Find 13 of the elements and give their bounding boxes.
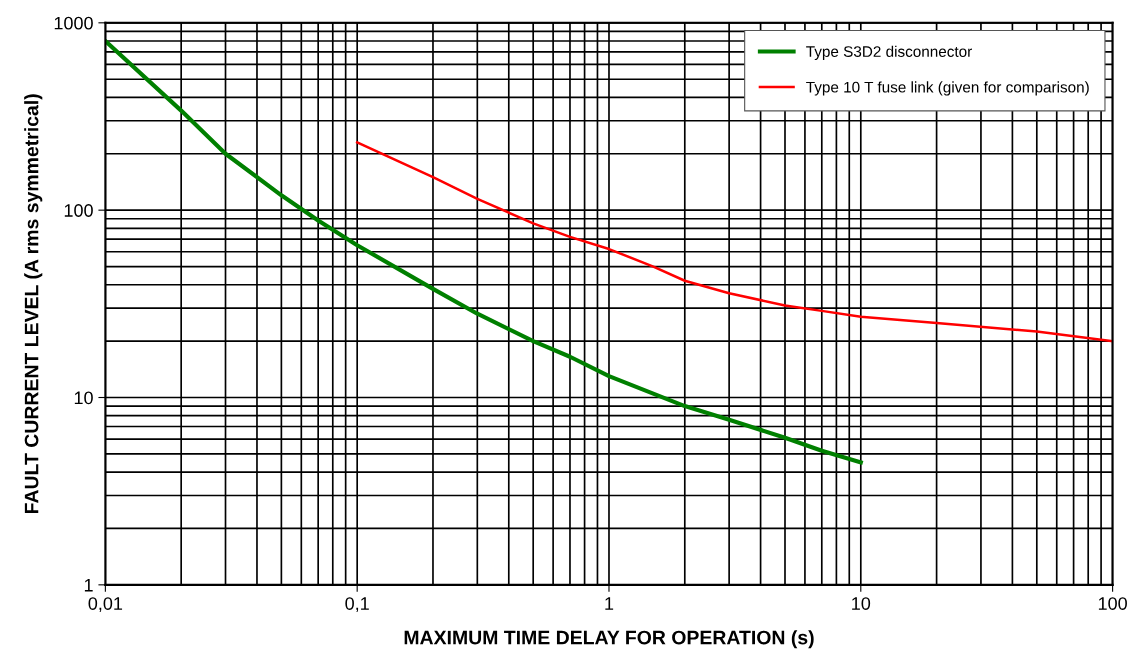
x-tick-label: 100 (1098, 597, 1127, 610)
x-axis-title: MAXIMUM TIME DELAY FOR OPERATION (s) (404, 630, 814, 649)
y-tick-label: 1000 (54, 16, 93, 30)
legend-label: Type S3D2 disconnector (806, 45, 972, 60)
x-tick-label: 0,01 (88, 597, 123, 613)
y-tick-label: 100 (64, 204, 93, 217)
x-tick-label: 1 (605, 597, 614, 610)
y-tick-label: 10 (74, 391, 93, 405)
x-tick-label: 10 (852, 597, 871, 610)
y-tick-label: 1 (84, 578, 93, 592)
legend-label: Type 10 T fuse link (given for comparison) (806, 81, 1089, 96)
y-axis-title: FAULT CURRENT LEVEL (A rms symmetrical) (24, 94, 43, 514)
x-tick-label: 0,1 (345, 597, 369, 613)
